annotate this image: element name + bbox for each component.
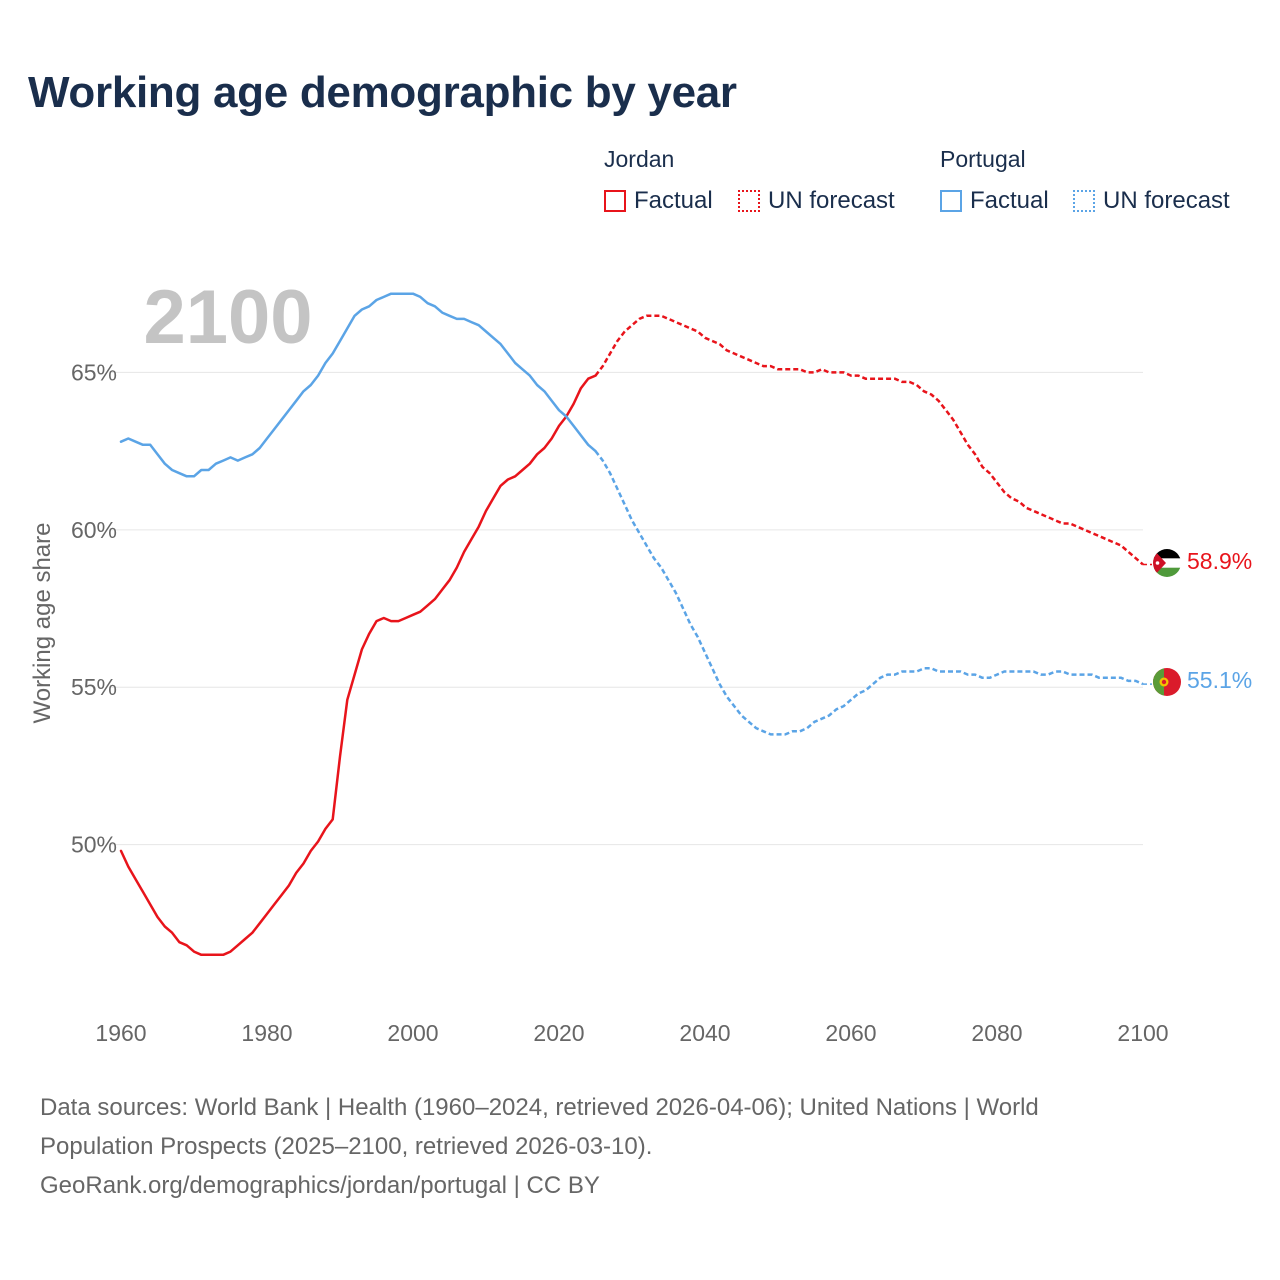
chart-title: Working age demographic by year (28, 68, 737, 117)
legend-swatch-dotted-icon (1073, 190, 1095, 212)
y-tick-label: 65% (71, 359, 117, 385)
y-tick-label: 55% (71, 674, 117, 700)
x-tick-label: 2080 (971, 1020, 1022, 1046)
x-tick-label: 1960 (95, 1020, 146, 1046)
legend-jordan-label: Jordan (604, 146, 675, 172)
legend-jordan-forecast[interactable]: UN forecast (738, 186, 895, 216)
jordan-end-label: 58.9% (1187, 548, 1252, 574)
jordan-flag-icon (1153, 549, 1181, 577)
portugal-factual-line (119, 292, 597, 478)
x-tick-label: 1980 (241, 1020, 292, 1046)
year-watermark: 2100 (143, 275, 312, 360)
legend-jordan-factual[interactable]: Factual (604, 186, 713, 216)
x-tick-label: 2020 (533, 1020, 584, 1046)
y-axis-label: Working age share (29, 523, 56, 724)
legend-label: UN forecast (1103, 187, 1230, 214)
x-tick-label: 2040 (679, 1020, 730, 1046)
legend-swatch-solid-icon (940, 190, 962, 212)
footer-line: Data sources: World Bank | Health (1960–… (40, 1094, 1039, 1121)
legend-label: UN forecast (768, 187, 895, 214)
legend-portugal-factual[interactable]: Factual (940, 186, 1049, 216)
y-tick-label: 60% (71, 517, 117, 543)
legend-swatch-solid-icon (604, 190, 626, 212)
x-tick-label: 2100 (1117, 1020, 1168, 1046)
legend-portugal-forecast[interactable]: UN forecast (1073, 186, 1230, 216)
line-chart: 2100 50% 55% 60% 65% 1960 1980 2000 2020 2040 20… (29, 275, 1252, 1046)
jordan-factual-line (119, 374, 597, 957)
legend-label: Factual (634, 187, 713, 214)
legend-label: Factual (970, 187, 1049, 214)
y-tick-label: 50% (71, 832, 117, 858)
legend-swatch-dotted-icon (738, 190, 760, 212)
legend-portugal-label: Portugal (940, 146, 1026, 172)
footer-sources: Data sources: World Bank | Health (1960–… (40, 1088, 1240, 1205)
portugal-flag-icon (1153, 668, 1181, 696)
footer-line: Population Prospects (2025–2100, retriev… (40, 1133, 653, 1160)
portugal-forecast-line (594, 450, 1144, 736)
x-tick-label: 2000 (387, 1020, 438, 1046)
footer-link[interactable]: GeoRank.org/demographics/jordan/portugal… (40, 1172, 600, 1199)
jordan-forecast-line (594, 314, 1144, 566)
portugal-end-label: 55.1% (1187, 667, 1252, 693)
x-tick-label: 2060 (825, 1020, 876, 1046)
